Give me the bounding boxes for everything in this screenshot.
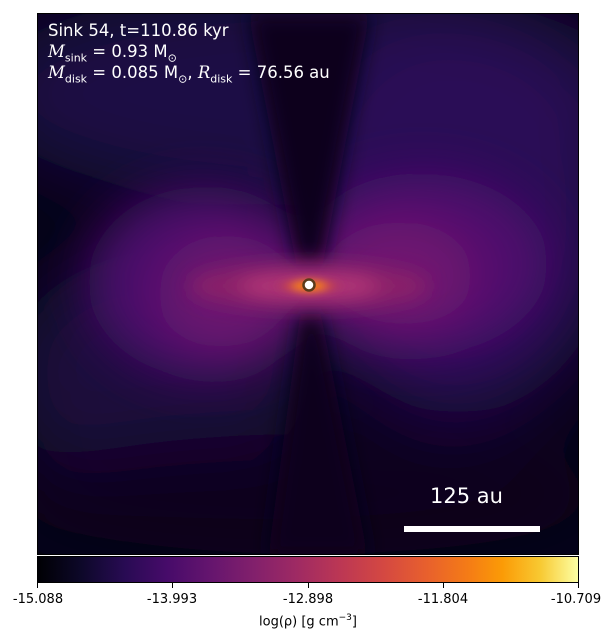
colorbar-tick (578, 583, 579, 588)
colorbar-tick-label: -13.993 (146, 592, 198, 607)
colorbar-tick-label: -12.898 (282, 592, 334, 607)
density-map (38, 14, 578, 554)
sink-particle-marker (302, 278, 316, 292)
colorbar-tick-label: -10.709 (550, 592, 602, 607)
density-map-panel: Sink 54, t=110.86 kyr Msink = 0.93 M⊙ Md… (37, 13, 579, 555)
outflow-cavities (248, 14, 370, 554)
colorbar-tick (37, 583, 38, 588)
colorbar-tick (308, 583, 309, 588)
colorbar-tick (172, 583, 173, 588)
scale-bar (404, 526, 540, 532)
scale-bar-label: 125 au (430, 484, 503, 508)
sink-mass-line: Msink = 0.93 M⊙ (48, 42, 177, 65)
colorbar-tick-label: -15.088 (12, 592, 64, 607)
colorbar-tick-label: -11.804 (417, 592, 469, 607)
colorbar (37, 556, 579, 583)
colorbar-tick (443, 583, 444, 588)
disk-properties-line: Mdisk = 0.085 M⊙, Rdisk = 76.56 au (48, 63, 330, 86)
colorbar-label: log(ρ) [g cm−3] (259, 613, 357, 630)
sink-info-line: Sink 54, t=110.86 kyr (48, 21, 229, 40)
